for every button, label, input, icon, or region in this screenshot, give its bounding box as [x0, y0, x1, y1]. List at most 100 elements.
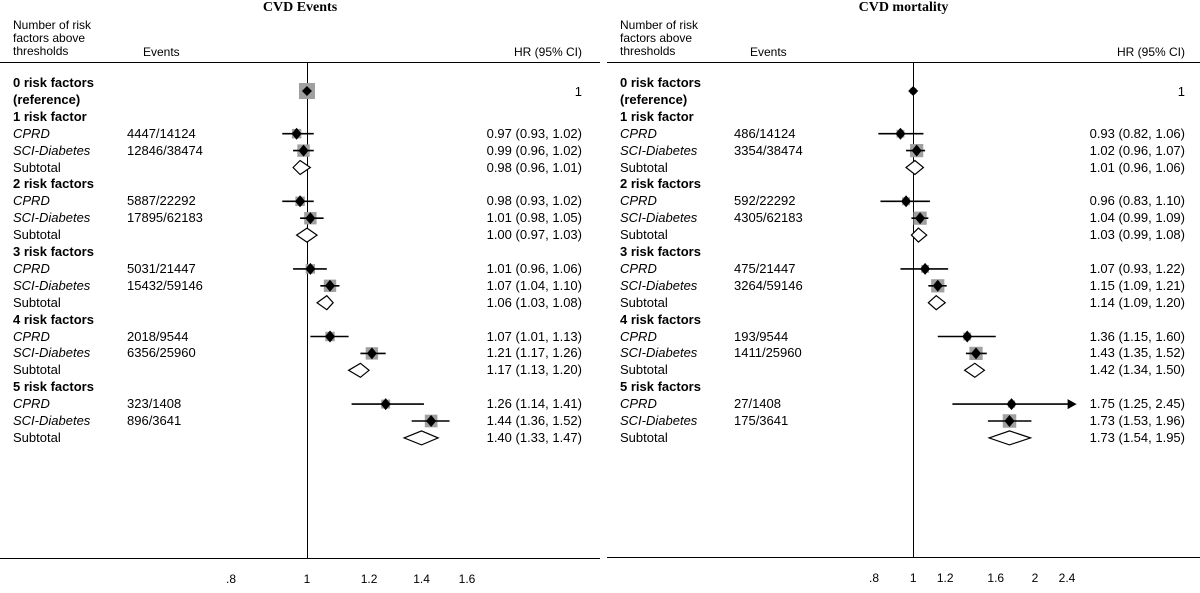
group-label: 2 risk factors	[13, 176, 94, 192]
subtotal-diamond	[927, 294, 947, 311]
cvd-events-panel: CVD Events Number of risk factors above t…	[0, 0, 600, 586]
hr-ci-value: 0.99 (0.96, 1.02)	[486, 142, 582, 158]
point-estimate	[291, 127, 302, 140]
events-value: 27/1408	[734, 396, 781, 412]
null-line	[307, 62, 308, 558]
hr-ci-value: 1.26 (1.14, 1.41)	[486, 396, 582, 412]
group-label: 2 risk factors	[620, 176, 701, 192]
events-value: 4305/62183	[734, 210, 803, 226]
hr-ci-value: 1.15 (1.09, 1.21)	[1089, 277, 1185, 293]
events-header: Events	[750, 45, 787, 59]
group-label: 3 risk factors	[13, 244, 94, 259]
point-estimate	[932, 279, 943, 292]
x-tick-label: 2	[1031, 571, 1039, 585]
point-estimate	[1004, 415, 1015, 427]
subtotal-label: Subtotal	[13, 227, 61, 243]
point-estimate	[325, 279, 336, 292]
x-tick-label: 1.6	[987, 571, 1005, 585]
study-label: SCI-Diabetes	[620, 142, 698, 158]
events-value: 6356/25960	[127, 345, 196, 361]
point-estimate	[325, 330, 336, 343]
x-tick-label: 1.4	[413, 572, 430, 586]
subtotal-label: Subtotal	[620, 362, 668, 378]
x-axis-line	[607, 557, 1200, 558]
hr-ci-value: 1.02 (0.96, 1.07)	[1089, 142, 1185, 158]
subtotal-diamond	[316, 294, 334, 311]
chart-title: CVD Events	[262, 0, 338, 15]
events-value: 592/22292	[734, 193, 796, 209]
events-value: 193/9544	[734, 328, 789, 344]
hr-ci-value: 1	[574, 84, 582, 99]
hr-ci-value: 1.44 (1.36, 1.52)	[486, 413, 582, 428]
hr-ci-value: 1.00 (0.97, 1.03)	[486, 227, 582, 243]
hr-ci-value: 1.01 (0.96, 1.06)	[486, 260, 582, 276]
header-divider	[607, 62, 1200, 63]
events-value: 3354/38474	[734, 142, 803, 158]
study-label: SCI-Diabetes	[620, 210, 698, 226]
study-label: CPRD	[620, 125, 657, 141]
x-tick-label: 2.4	[1058, 571, 1076, 585]
study-label: CPRD	[620, 396, 657, 412]
point-estimate	[298, 144, 309, 157]
study-label: SCI-Diabetes	[13, 413, 91, 428]
subtotal-label: Subtotal	[13, 362, 61, 378]
point-estimate	[366, 347, 377, 360]
events-value: 323/1408	[127, 396, 182, 412]
group-label: 3 risk factors	[620, 244, 701, 259]
group-sublabel: (reference)	[13, 91, 81, 107]
hr-ci-value: 1.42 (1.34, 1.50)	[1089, 362, 1185, 378]
events-value: 475/21447	[734, 260, 796, 276]
hr-ci-value: 1.43 (1.35, 1.52)	[1089, 345, 1185, 361]
hr-ci-value: 0.97 (0.93, 1.02)	[486, 125, 582, 141]
point-estimate	[295, 195, 306, 208]
events-value: 2018/9544	[127, 328, 189, 344]
study-label: CPRD	[13, 328, 50, 344]
point-estimate	[305, 212, 316, 225]
hr-ci-value: 1.07 (1.01, 1.13)	[486, 328, 582, 344]
hr-ci-value: 1.17 (1.13, 1.20)	[486, 362, 582, 378]
point-estimate	[901, 195, 912, 208]
hr-ci-header: HR (95% CI)	[1116, 45, 1185, 59]
x-axis-line	[0, 558, 600, 559]
forest-plot-marks	[878, 86, 1077, 446]
hr-ci-value: 1.73 (1.53, 1.96)	[1089, 413, 1185, 428]
subtotal-label: Subtotal	[620, 294, 668, 310]
study-label: CPRD	[13, 260, 50, 276]
events-header: Events	[143, 45, 180, 59]
subtotal-label: Subtotal	[13, 294, 61, 310]
x-tick-label: 1	[909, 571, 917, 585]
hr-ci-value: 1.01 (0.98, 1.05)	[486, 210, 582, 226]
study-label: SCI-Diabetes	[13, 345, 91, 361]
hr-ci-value: 1.73 (1.54, 1.95)	[1089, 429, 1185, 445]
cvd-mortality-panel: CVD mortality Number of risk factors abov…	[607, 0, 1200, 593]
forest-plot-marks	[282, 83, 450, 446]
events-value: 896/3641	[127, 413, 182, 428]
subtotal-diamond	[295, 227, 319, 243]
point-estimate	[915, 212, 926, 225]
x-tick-label: 1.2	[936, 571, 954, 585]
study-label: SCI-Diabetes	[13, 210, 91, 226]
x-tick-label: 1.6	[458, 572, 476, 586]
subtotal-diamond	[963, 362, 986, 379]
subtotal-diamond	[905, 159, 925, 176]
subtotal-diamond	[987, 430, 1033, 446]
study-label: SCI-Diabetes	[13, 142, 91, 158]
hr-ci-value: 1.40 (1.33, 1.47)	[486, 429, 582, 445]
hr-ci-value: 0.96 (0.83, 1.10)	[1089, 193, 1185, 209]
events-value: 5031/21447	[127, 260, 196, 276]
point-estimate	[911, 144, 922, 157]
study-label: CPRD	[620, 328, 657, 344]
study-label: SCI-Diabetes	[620, 413, 698, 428]
subtotal-diamond	[402, 430, 440, 446]
group-sublabel: (reference)	[620, 91, 688, 107]
group-label: 5 risk factors	[620, 379, 701, 395]
x-tick-label: .8	[868, 571, 880, 585]
hr-ci-value: 1.07 (1.04, 1.10)	[486, 277, 582, 293]
point-estimate	[908, 86, 919, 96]
x-tick-label: 1.2	[360, 572, 378, 586]
group-label: 0 risk factors	[13, 75, 94, 90]
hr-ci-value: 0.98 (0.96, 1.01)	[486, 159, 582, 175]
hr-ci-value: 1.36 (1.15, 1.60)	[1089, 328, 1185, 344]
x-tick-label: 1	[303, 572, 311, 586]
hr-ci-value: 0.93 (0.82, 1.06)	[1089, 125, 1185, 141]
